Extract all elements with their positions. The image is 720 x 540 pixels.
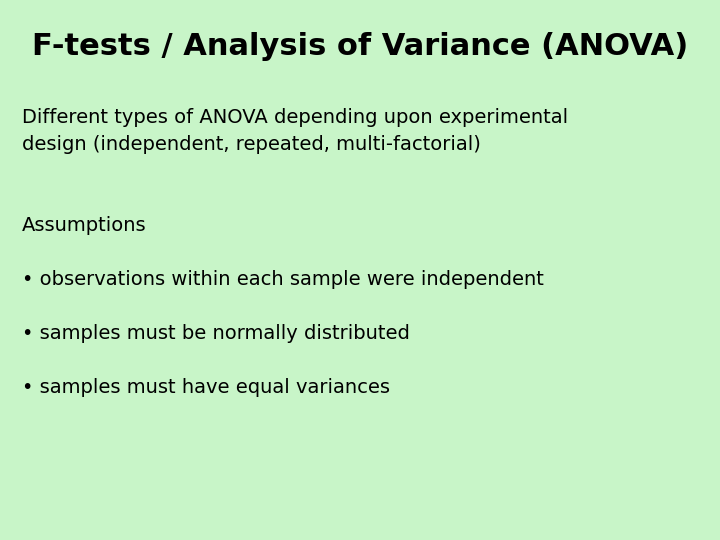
Text: Assumptions: Assumptions [22, 216, 146, 235]
Text: • samples must be normally distributed: • samples must be normally distributed [22, 324, 410, 343]
Text: • samples must have equal variances: • samples must have equal variances [22, 378, 390, 397]
Text: Different types of ANOVA depending upon experimental
design (independent, repeat: Different types of ANOVA depending upon … [22, 108, 568, 153]
Text: • observations within each sample were independent: • observations within each sample were i… [22, 270, 544, 289]
Text: F-tests / Analysis of Variance (ANOVA): F-tests / Analysis of Variance (ANOVA) [32, 32, 688, 62]
